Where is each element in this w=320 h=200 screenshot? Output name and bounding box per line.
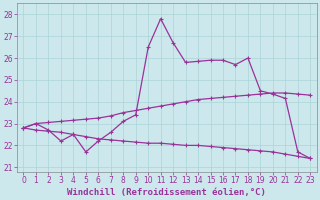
- X-axis label: Windchill (Refroidissement éolien,°C): Windchill (Refroidissement éolien,°C): [68, 188, 266, 197]
